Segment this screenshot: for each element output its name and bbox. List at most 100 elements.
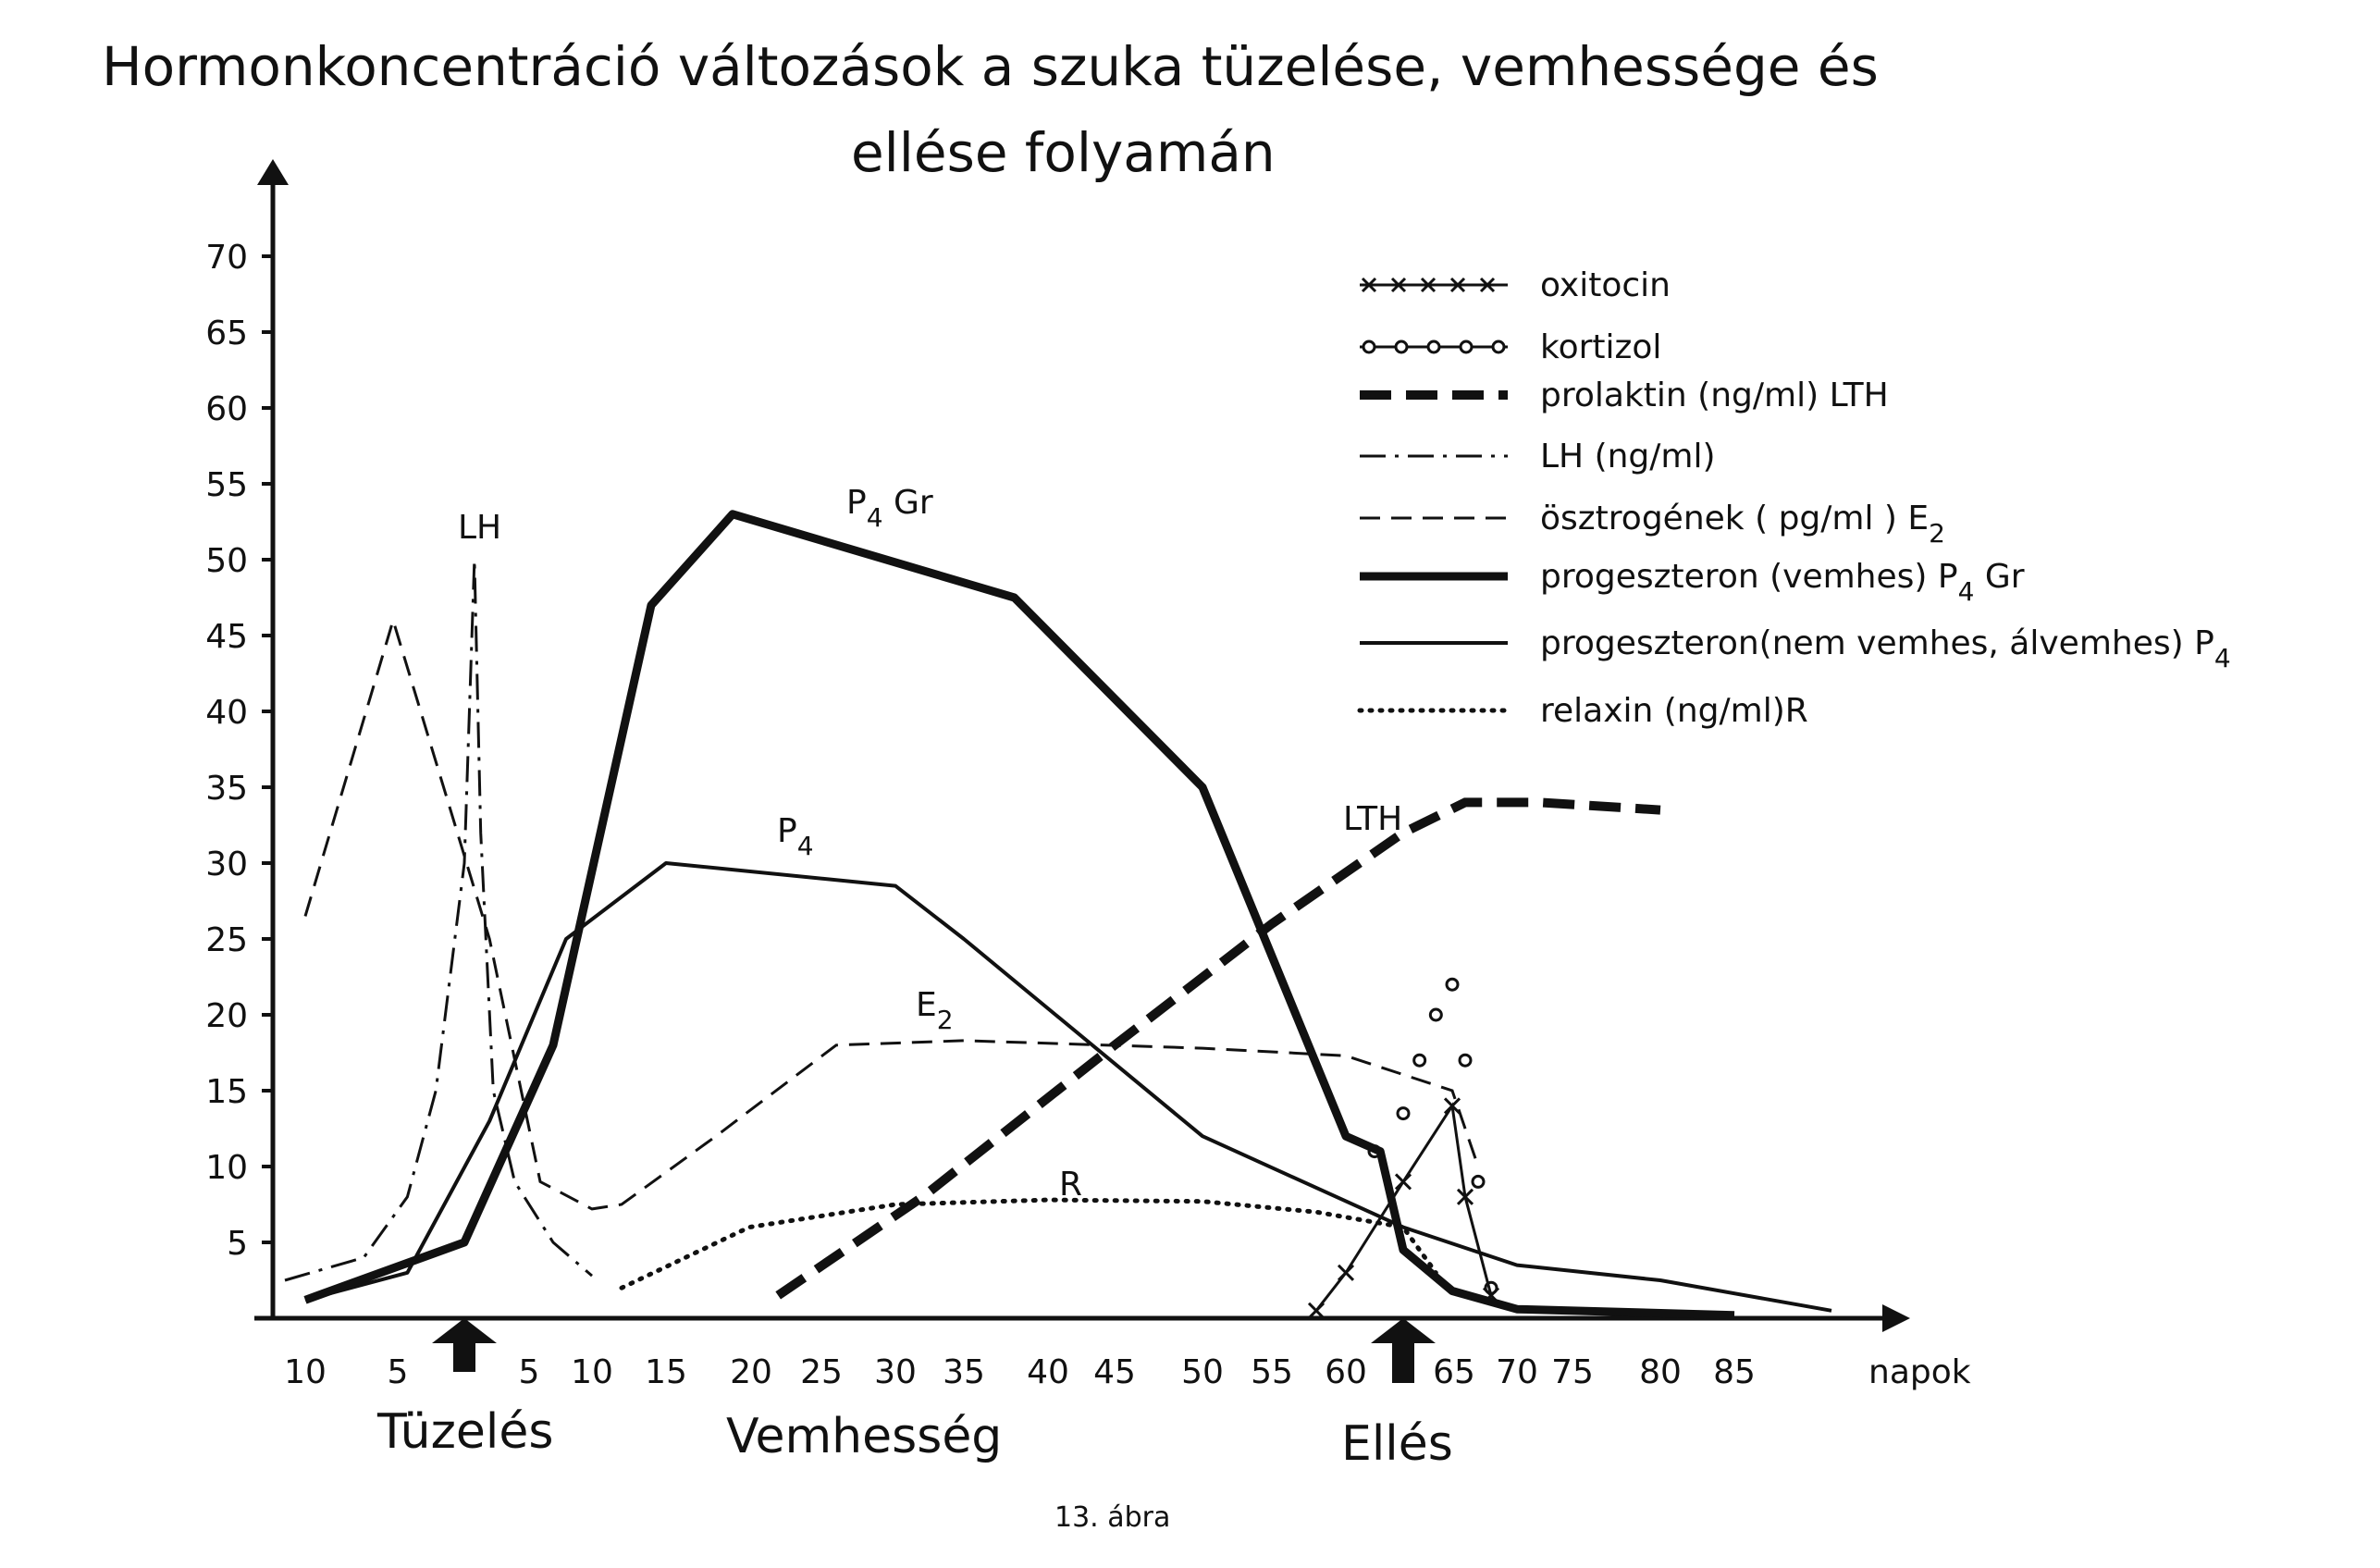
- legend-oxitocin-mark: [1449, 277, 1466, 293]
- x-tick-label: 60: [1325, 1353, 1367, 1391]
- series-line-lh: [284, 559, 593, 1282]
- legend-kortizol-mark: [1459, 340, 1474, 354]
- curve-label-p4gr-suffix: Gr: [883, 484, 933, 522]
- curve-label-e2: E2: [916, 986, 954, 1035]
- x-tick-label: 75: [1551, 1353, 1594, 1391]
- curve-label-p4gr-p: P: [846, 484, 867, 522]
- chart-title-line2: ellése folyamán: [851, 121, 1276, 184]
- kortizol-point: [1396, 1106, 1411, 1121]
- legend-kortizol-mark: [1491, 340, 1506, 354]
- series-line-p4gr: [303, 510, 1735, 1320]
- legend-subscript: 2: [1929, 518, 1945, 549]
- x-tick-label: 5: [388, 1353, 409, 1391]
- oxitocin-point: [1443, 1097, 1461, 1115]
- curve-label-p4: P4: [777, 812, 814, 861]
- x-ticks: 10 5 5 10 15 20 25 30 35 40 45 50 55 60 65 70 75 80 85: [284, 1353, 1756, 1391]
- x-tick-label: 80: [1639, 1353, 1682, 1391]
- legend-label-oxitocin: oxitocin: [1540, 266, 1671, 304]
- y-tick-label: 70: [205, 239, 248, 277]
- legend-kortizol-mark: [1362, 340, 1376, 354]
- series-line-osztrogen: [303, 615, 1480, 1211]
- oxitocin-point: [1307, 1302, 1326, 1319]
- x-tick-label: 30: [874, 1353, 917, 1391]
- chart-title-line1: Hormonkoncentráció változások a szuka tü…: [102, 35, 1879, 98]
- curve-label-e2-sub: 2: [937, 1005, 954, 1035]
- legend-suffix: Gr: [1974, 558, 2024, 596]
- y-tick-label: 55: [205, 466, 248, 504]
- x-tick-label: 40: [1027, 1353, 1069, 1391]
- figure-caption: 13. ábra: [1054, 1501, 1170, 1534]
- legend-oxitocin-mark: [1390, 277, 1407, 293]
- legend: oxitocin kortizol prolaktin (ng/ml) LTH LH …: [1357, 266, 2231, 730]
- x-tick-label: 70: [1496, 1353, 1538, 1391]
- curve-label-p4-sub: 4: [797, 831, 814, 861]
- axes: [254, 159, 1910, 1332]
- y-tick-label: 5: [227, 1225, 248, 1263]
- series-line-p4: [304, 861, 1832, 1313]
- legend-oxitocin-mark: [1479, 277, 1496, 293]
- x-tick-label: 25: [800, 1353, 843, 1391]
- y-tick-label: 40: [205, 694, 248, 732]
- kortizol-point: [1428, 1007, 1443, 1022]
- kortizol-point: [1367, 1144, 1382, 1159]
- x-tick-label: 20: [730, 1353, 772, 1391]
- y-tick-label: 20: [205, 997, 248, 1035]
- y-tick-label: 65: [205, 315, 248, 352]
- legend-oxitocin-mark: [1361, 277, 1377, 293]
- legend-label-osztrogen: ösztrogének ( pg/ml ) E2: [1540, 500, 1945, 549]
- x-tick-label: 10: [571, 1353, 613, 1391]
- curve-label-p4gr: P4 Gr: [846, 484, 933, 533]
- legend-label-relaxin: relaxin (ng/ml)R: [1540, 692, 1808, 730]
- x-axis-arrow-icon: [1882, 1304, 1910, 1332]
- y-tick-label: 60: [205, 390, 248, 428]
- oxitocin-point: [1337, 1264, 1355, 1281]
- y-tick-label: 15: [205, 1073, 248, 1111]
- phase-label: Tüzelés: [376, 1404, 553, 1460]
- x-tick-label: 50: [1181, 1353, 1224, 1391]
- series-line-prolaktin: [775, 797, 1661, 1300]
- legend-kortizol-mark: [1426, 340, 1441, 354]
- legend-subscript: 4: [1958, 576, 1975, 607]
- legend-label-lh: LH (ng/ml): [1540, 438, 1716, 475]
- x-tick-label: 45: [1093, 1353, 1136, 1391]
- legend-label-p4: progeszteron(nem vemhes, álvemhes) P4: [1540, 624, 2231, 673]
- curve-label-e2-e: E: [916, 986, 937, 1024]
- x-tick-label: 85: [1713, 1353, 1756, 1391]
- x-tick-label: 15: [645, 1353, 687, 1391]
- y-tick-label: 45: [205, 618, 248, 656]
- kortizol-point: [1471, 1174, 1486, 1189]
- y-tick-label: 35: [205, 770, 248, 808]
- elles-marker-icon: [1371, 1318, 1436, 1383]
- curve-label-relaxin: R: [1059, 1166, 1082, 1204]
- legend-subscript: 4: [2214, 643, 2231, 673]
- phase-label: Ellés: [1341, 1416, 1453, 1472]
- curve-label-p4gr-sub: 4: [867, 502, 883, 533]
- y-tick-label: 10: [205, 1149, 248, 1187]
- kortizol-point: [1484, 1280, 1498, 1295]
- y-tick-label: 25: [205, 921, 248, 959]
- x-tick-label: 55: [1251, 1353, 1293, 1391]
- curve-label-p4-p: P: [777, 812, 797, 850]
- kortizol-point: [1445, 977, 1460, 992]
- series-line-relaxin: [619, 1197, 1438, 1290]
- oxitocin-point: [1394, 1173, 1412, 1191]
- x-tick-label: 35: [943, 1353, 985, 1391]
- y-tick-label: 30: [205, 846, 248, 883]
- oxitocin-point: [1456, 1188, 1474, 1205]
- kortizol-point: [1412, 1053, 1427, 1068]
- x-tick-label: 65: [1433, 1353, 1475, 1391]
- series-layer: [284, 510, 1832, 1320]
- legend-label-prolaktin: prolaktin (ng/ml) LTH: [1540, 377, 1889, 414]
- curve-label-lh: LH: [458, 509, 501, 547]
- tuzeles-marker-icon: [432, 1318, 497, 1372]
- curve-label-lth: LTH: [1343, 800, 1402, 838]
- x-tick-label: 10: [284, 1353, 327, 1391]
- x-unit-label: napok: [1868, 1353, 1971, 1391]
- curve-labels: LH P4 Gr P4 E2 R LTH: [458, 484, 1402, 1204]
- kortizol-point: [1458, 1053, 1473, 1068]
- y-tick-label: 50: [205, 542, 248, 580]
- legend-kortizol-mark: [1394, 340, 1409, 354]
- y-axis-arrow-icon: [257, 159, 289, 185]
- legend-label-p4gr: progeszteron (vemhes) P4 Gr: [1540, 558, 2025, 607]
